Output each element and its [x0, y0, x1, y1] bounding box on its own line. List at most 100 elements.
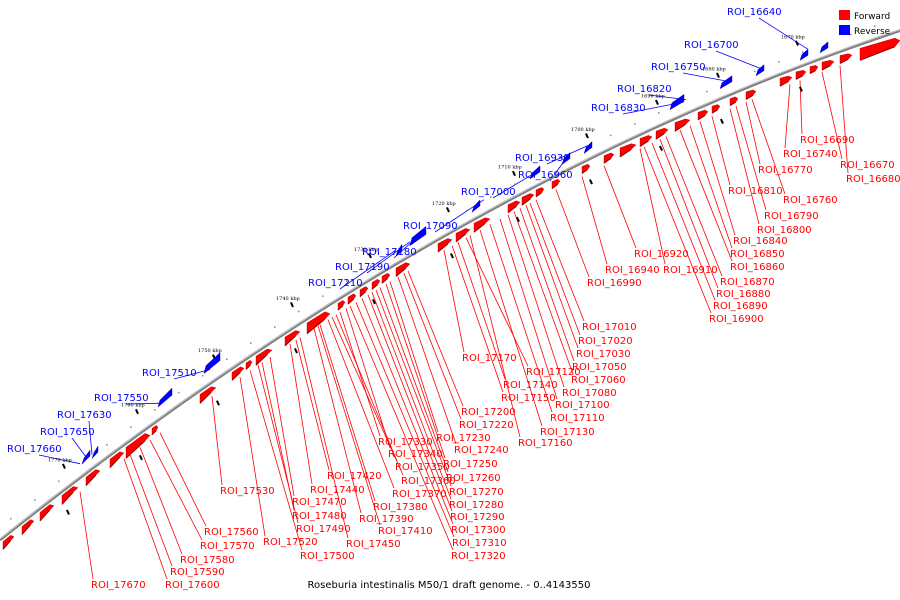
- forward-leader-line: [711, 116, 731, 186]
- axis-minor-dot: [442, 223, 444, 225]
- reverse-gene-label: ROI_16640: [727, 7, 782, 18]
- forward-gene-label: ROI_16890: [713, 301, 768, 312]
- axis-marker: [720, 118, 724, 125]
- forward-gene-shade: [284, 335, 296, 347]
- forward-leader-line: [451, 245, 504, 393]
- forward-gene-label: ROI_17010: [582, 322, 637, 333]
- reverse-gene-label: ROI_17650: [40, 427, 95, 438]
- forward-gene-shade: [2, 540, 12, 550]
- forward-gene: [711, 104, 721, 114]
- forward-gene-label: ROI_17240: [454, 445, 509, 456]
- forward-leader-line: [327, 319, 395, 489]
- forward-leader-line: [397, 276, 457, 445]
- axis-tick-label: 1700 kbp: [571, 127, 595, 133]
- genome-caption: Roseburia intestinalis M50/1 draft genom…: [308, 580, 591, 591]
- forward-gene-shade: [199, 391, 212, 404]
- reverse-leader-line: [622, 102, 679, 115]
- forward-leader-line: [479, 229, 543, 427]
- axis-minor-dot: [562, 158, 564, 160]
- forward-leader-line: [603, 165, 637, 249]
- axis-tick-label: 1670 kbp: [781, 34, 805, 40]
- axis-minor-dot: [154, 409, 156, 411]
- forward-leader-line: [407, 270, 464, 407]
- forward-gene-shade: [455, 233, 467, 243]
- forward-gene-label: ROI_17030: [576, 349, 631, 360]
- forward-gene-label: ROI_16800: [757, 225, 812, 236]
- reverse-gene: [471, 199, 481, 213]
- reverse-gene-label: ROI_17090: [403, 221, 458, 232]
- forward-gene-label: ROI_17500: [300, 551, 355, 562]
- forward-gene-label: ROI_17570: [200, 541, 255, 552]
- forward-gene-label: ROI_17100: [555, 400, 610, 411]
- forward-gene-label: ROI_16770: [758, 165, 813, 176]
- forward-gene-label: ROI_17050: [572, 362, 627, 373]
- forward-gene-shade: [151, 430, 157, 436]
- forward-gene: [779, 75, 793, 87]
- axis-minor-dot: [514, 183, 516, 185]
- axis-minor-dot: [250, 342, 252, 344]
- genome-axis-highlight: [0, 29, 900, 540]
- forward-gene-label: ROI_17290: [450, 512, 505, 523]
- reverse-leader-line: [682, 72, 729, 82]
- forward-gene-label: ROI_17490: [296, 524, 351, 535]
- forward-gene-label: ROI_17260: [446, 473, 501, 484]
- axis-minor-dot: [610, 134, 612, 137]
- forward-leader-line: [659, 139, 719, 289]
- forward-gene: [697, 109, 709, 121]
- reverse-gene: [203, 352, 221, 375]
- forward-gene-label: ROI_17230: [436, 433, 491, 444]
- forward-gene-shade: [21, 524, 31, 535]
- axis-marker: [449, 253, 454, 259]
- axis-marker: [215, 400, 220, 406]
- forward-gene-shade: [809, 70, 816, 75]
- forward-leader-line: [699, 121, 736, 236]
- forward-gene-shade: [473, 223, 486, 233]
- forward-gene: [655, 127, 669, 140]
- genome-axis: [0, 29, 900, 542]
- forward-leader-line: [339, 311, 381, 437]
- forward-gene-label: ROI_17130: [540, 427, 595, 438]
- forward-leader-line: [335, 314, 398, 462]
- reverse-leader-line: [88, 420, 93, 455]
- forward-leader-line: [139, 446, 183, 555]
- forward-gene: [551, 178, 561, 189]
- forward-leader-line: [249, 370, 303, 551]
- forward-gene-label: ROI_17140: [503, 380, 558, 391]
- forward-leader-line: [839, 65, 849, 174]
- reverse-gene: [583, 141, 593, 155]
- forward-leader-line: [313, 328, 362, 514]
- forward-gene-shade: [729, 101, 736, 107]
- forward-gene: [507, 200, 521, 214]
- forward-gene-shade: [347, 298, 354, 305]
- reverse-leader-line: [758, 17, 809, 50]
- axis-tick-label: 1710 kbp: [498, 165, 522, 171]
- reverse-leader-line: [71, 437, 88, 459]
- forward-leader-line: [555, 189, 590, 278]
- forward-gene-shade: [619, 148, 632, 158]
- axis-minor-dot: [226, 358, 228, 360]
- forward-gene-label: ROI_17270: [449, 487, 504, 498]
- axis-minor-dot: [298, 310, 300, 313]
- forward-leader-line: [355, 302, 455, 538]
- forward-leader-line: [295, 339, 330, 471]
- forward-gene-label: ROI_17420: [327, 471, 382, 482]
- forward-leader-line: [371, 292, 452, 500]
- axis-minor-dot: [874, 25, 876, 27]
- forward-gene-shade: [306, 318, 326, 335]
- forward-gene-label: ROI_17280: [449, 500, 504, 511]
- forward-gene-label: ROI_17320: [451, 551, 506, 562]
- reverse-gene-label: ROI_17000: [461, 187, 516, 198]
- axis-minor-dot: [10, 518, 12, 520]
- axis-tick: [368, 252, 372, 259]
- reverse-gene: [719, 75, 733, 90]
- forward-leader-line: [499, 218, 558, 400]
- forward-leader-line: [729, 108, 760, 225]
- forward-leader-line: [269, 356, 295, 497]
- forward-leader-line: [665, 136, 723, 277]
- forward-gene-label: ROI_17600: [165, 580, 220, 591]
- axis-tick-label: 1760 kbp: [121, 403, 145, 409]
- forward-gene-shade: [697, 114, 706, 121]
- axis-minor-dot: [394, 251, 396, 253]
- forward-gene-shade: [337, 305, 344, 311]
- forward-gene-label: ROI_17330: [378, 437, 433, 448]
